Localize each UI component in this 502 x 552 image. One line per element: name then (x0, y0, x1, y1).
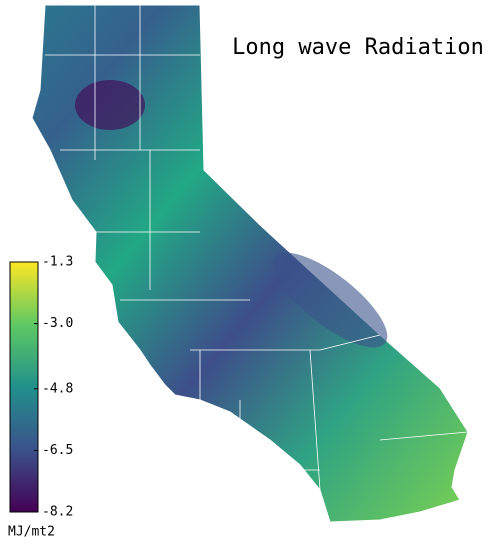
tick-label: -1.3 (42, 255, 73, 270)
tick-label: -6.5 (42, 443, 73, 458)
colorbar-unit: MJ/mt2 (8, 525, 55, 540)
tick-label: -8.2 (42, 505, 73, 520)
colorbar (9, 261, 39, 513)
map-title: Long wave Radiation (232, 35, 484, 60)
county-lines (45, 5, 469, 491)
colorbar-ticks: -1.3 -3.0 -4.8 -6.5 -8.2 (34, 255, 73, 520)
state-shape (31, 4, 469, 523)
tick-label: -4.8 (42, 381, 73, 396)
dark-region (75, 80, 145, 130)
dark-region (272, 252, 388, 348)
tick-label: -3.0 (42, 316, 73, 331)
